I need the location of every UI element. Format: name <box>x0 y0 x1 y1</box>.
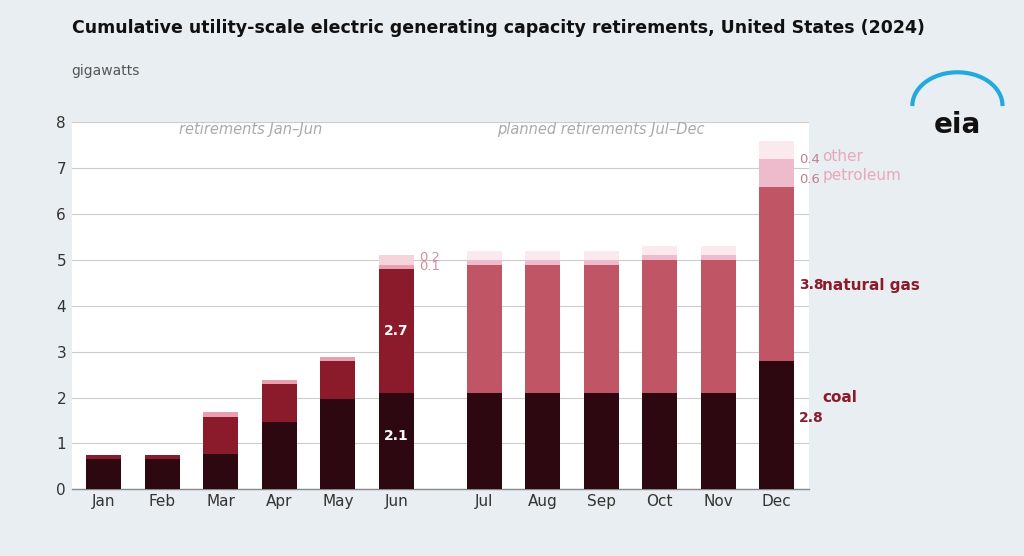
Bar <box>525 260 560 265</box>
Bar <box>584 260 618 265</box>
Bar <box>204 454 239 489</box>
Bar <box>759 159 795 187</box>
Bar <box>584 265 618 393</box>
Text: eia: eia <box>934 111 981 139</box>
Text: 0.1: 0.1 <box>419 260 439 273</box>
Bar <box>642 260 677 393</box>
Bar <box>525 393 560 489</box>
Text: 2.8: 2.8 <box>799 411 823 425</box>
Bar <box>759 141 795 159</box>
Bar <box>584 393 618 489</box>
Bar <box>144 455 180 459</box>
Bar <box>700 260 736 393</box>
Text: other: other <box>822 149 863 164</box>
Bar <box>86 459 122 489</box>
Text: planned retirements Jul–Dec: planned retirements Jul–Dec <box>498 122 705 137</box>
Text: 3.8: 3.8 <box>799 278 823 292</box>
Bar <box>86 455 122 459</box>
Bar <box>379 393 414 489</box>
Text: 0.4: 0.4 <box>799 153 820 166</box>
Text: Cumulative utility-scale electric generating capacity retirements, United States: Cumulative utility-scale electric genera… <box>72 19 925 37</box>
Bar <box>584 251 618 260</box>
Bar <box>642 246 677 255</box>
Text: gigawatts: gigawatts <box>72 64 140 78</box>
Bar <box>321 399 355 489</box>
Bar <box>700 255 736 260</box>
Bar <box>204 412 239 417</box>
Bar <box>262 384 297 422</box>
Bar <box>759 187 795 361</box>
Bar <box>525 251 560 260</box>
Bar <box>262 380 297 384</box>
Bar <box>700 393 736 489</box>
Bar <box>379 269 414 393</box>
Bar <box>467 393 502 489</box>
Text: 0.2: 0.2 <box>419 251 439 264</box>
Text: 2.1: 2.1 <box>384 429 409 444</box>
Bar <box>321 357 355 361</box>
Bar <box>262 422 297 489</box>
Text: 0.6: 0.6 <box>799 172 820 186</box>
Text: retirements Jan–Jun: retirements Jan–Jun <box>178 122 322 137</box>
Text: natural gas: natural gas <box>822 277 921 292</box>
Text: petroleum: petroleum <box>822 167 901 182</box>
Bar <box>467 251 502 260</box>
Bar <box>700 246 736 255</box>
Bar <box>759 361 795 489</box>
Bar <box>642 255 677 260</box>
Bar <box>525 265 560 393</box>
Bar <box>467 265 502 393</box>
Bar <box>379 265 414 269</box>
Bar <box>642 393 677 489</box>
Text: coal: coal <box>822 390 857 405</box>
Text: 2.7: 2.7 <box>384 324 409 338</box>
Bar <box>204 417 239 454</box>
Bar <box>467 260 502 265</box>
Bar <box>321 361 355 399</box>
Bar <box>144 459 180 489</box>
Bar <box>379 255 414 265</box>
